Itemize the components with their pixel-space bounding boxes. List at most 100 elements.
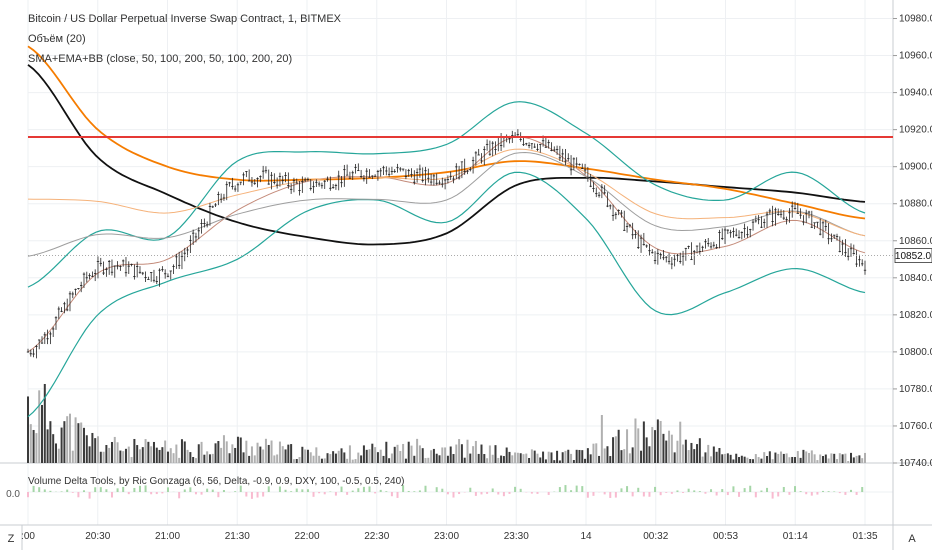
volume-bar [380, 450, 382, 463]
delta-bar [648, 492, 650, 497]
price-tick-label: 10940.0 [899, 88, 932, 99]
volume-bar [856, 456, 858, 463]
volume-bar [475, 441, 477, 463]
volume-bar [301, 447, 303, 463]
delta-bar [469, 488, 471, 492]
zoom-button[interactable]: Z [8, 533, 15, 545]
volume-bar [819, 455, 821, 463]
volume-bar [111, 442, 113, 463]
volume-bar [478, 454, 480, 463]
delta-bar [380, 490, 382, 492]
delta-bar [111, 492, 113, 497]
volume-bar [511, 455, 513, 463]
volume-bar [133, 439, 135, 463]
volume-bar [514, 452, 516, 463]
volume-bar [637, 428, 639, 463]
volume-bar [335, 454, 337, 463]
volume-bar [234, 448, 236, 463]
volume-bar [203, 455, 205, 463]
delta-bar [357, 488, 359, 492]
volume-bar [814, 454, 816, 463]
volume-bar [455, 445, 457, 463]
volume-bar [287, 445, 289, 463]
volume-bar [769, 451, 771, 463]
delta-bar [704, 492, 706, 494]
delta-bar [133, 488, 135, 492]
volume-bar [861, 458, 863, 463]
delta-indicator-label[interactable]: Volume Delta Tools, by Ric Gonzaga (6, 5… [28, 476, 405, 487]
delta-bar [660, 492, 662, 495]
volume-bar [713, 446, 715, 463]
volume-bar [500, 456, 502, 463]
volume-bar [626, 429, 628, 463]
price-tick-label: 10760.0 [899, 421, 932, 432]
volume-bar [685, 440, 687, 463]
volume-bar [489, 445, 491, 463]
volume-bar [136, 445, 138, 463]
delta-bar [117, 488, 119, 492]
delta-bar [201, 492, 203, 495]
symbol-title[interactable]: Bitcoin / US Dollar Perpetual Inverse Sw… [28, 13, 342, 25]
volume-bar [209, 454, 211, 463]
volume-bar [545, 459, 547, 463]
delta-bar [452, 492, 454, 498]
volume-bar [217, 441, 219, 463]
volume-bar [439, 455, 441, 463]
volume-bar [853, 457, 855, 463]
ma-indicator-label[interactable]: SMA+EMA+BB (close, 50, 100, 200, 50, 100… [28, 53, 292, 65]
volume-bar [472, 446, 474, 463]
delta-bar [105, 489, 107, 492]
volume-bar [103, 452, 105, 463]
delta-bar [486, 492, 488, 494]
volume-bar [811, 450, 813, 463]
delta-bar [72, 492, 74, 493]
delta-bar [318, 492, 320, 493]
volume-bar [452, 454, 454, 463]
volume-bar [671, 435, 673, 463]
delta-bar [833, 491, 835, 492]
volume-bar [746, 458, 748, 463]
volume-bar [220, 448, 222, 463]
volume-bar [662, 434, 664, 463]
delta-bar [766, 488, 768, 492]
volume-bar [265, 439, 267, 463]
delta-bar [156, 492, 158, 494]
volume-bar [858, 455, 860, 463]
volume-bar [119, 451, 121, 463]
volume-bar [321, 459, 323, 463]
volume-bar [786, 453, 788, 463]
volume-bar [324, 458, 326, 463]
volume-bar [77, 423, 79, 463]
delta-bar [150, 492, 152, 494]
volume-bar [486, 458, 488, 463]
delta-bar [609, 492, 611, 498]
volume-bar [573, 460, 575, 463]
volume-bar [693, 449, 695, 463]
delta-bar [66, 490, 68, 492]
delta-bar [413, 491, 415, 492]
volume-bar [604, 448, 606, 463]
volume-bar [464, 458, 466, 463]
volume-bar [528, 458, 530, 463]
delta-bar [520, 489, 522, 492]
volume-bar [506, 448, 508, 463]
auto-scale-button[interactable]: A [908, 533, 916, 545]
delta-bar [665, 492, 667, 493]
price-tick-label: 10780.0 [899, 384, 932, 395]
delta-bar [38, 487, 40, 492]
delta-bar [458, 492, 460, 494]
volume-bar [114, 437, 116, 463]
volume-bar [293, 459, 295, 463]
volume-indicator-label[interactable]: Объём (20) [28, 33, 86, 45]
volume-bar [198, 444, 200, 463]
price-tick-label: 10820.0 [899, 310, 932, 321]
delta-bar [856, 492, 858, 495]
volume-bar [273, 455, 275, 463]
volume-bar [245, 441, 247, 463]
volume-bar [142, 447, 144, 463]
volume-bar [425, 458, 427, 463]
volume-bar [707, 445, 709, 463]
delta-bar [570, 490, 572, 492]
